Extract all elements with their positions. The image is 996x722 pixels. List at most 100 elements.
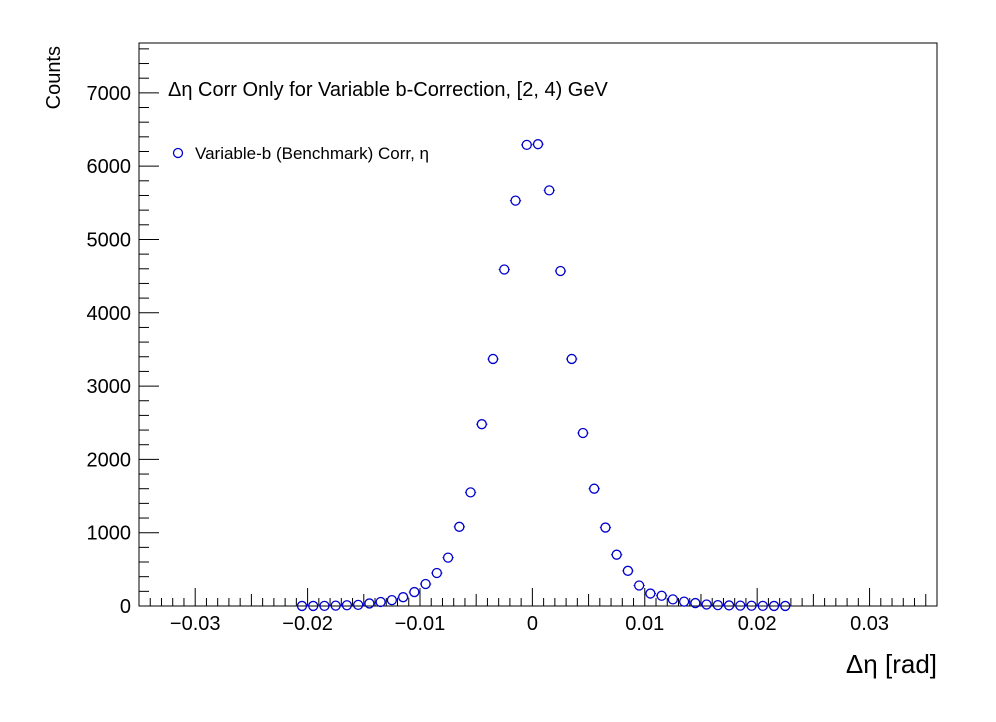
point-marker <box>431 567 442 579</box>
point-marker <box>600 522 611 533</box>
point-marker <box>532 139 544 150</box>
data-point <box>734 600 746 611</box>
x-tick-label: −0.02 <box>282 613 333 635</box>
x-tick-label: 0.01 <box>625 613 664 635</box>
point-marker <box>645 588 656 599</box>
y-tick-label: 3000 <box>87 376 132 398</box>
point-marker <box>768 600 780 612</box>
x-tick-label: 0 <box>527 613 538 635</box>
data-point <box>296 600 308 612</box>
y-tick-label: 2000 <box>87 449 132 471</box>
y-tick-label: 4000 <box>87 303 132 325</box>
point-marker <box>544 185 555 196</box>
data-points <box>296 139 791 612</box>
data-point <box>453 521 465 532</box>
point-marker <box>634 580 645 591</box>
data-point <box>656 590 668 601</box>
point-marker <box>308 600 319 612</box>
y-axis-ticks <box>139 48 159 607</box>
data-point <box>408 586 420 598</box>
x-tick-label: 0.02 <box>738 613 777 635</box>
point-marker <box>577 427 589 439</box>
x-axis-tick-labels: −0.03 −0.02 −0.01 0 0.01 0.02 0.03 <box>170 613 889 635</box>
data-point <box>566 353 578 365</box>
point-marker <box>757 600 768 612</box>
point-marker <box>454 521 465 532</box>
point-marker <box>510 195 521 206</box>
point-marker <box>442 552 454 563</box>
point-marker <box>622 565 634 576</box>
point-marker <box>397 592 409 603</box>
data-point <box>554 265 567 277</box>
data-point <box>700 599 713 610</box>
point-marker <box>465 487 476 498</box>
x-tick-label: −0.01 <box>395 613 446 635</box>
data-point <box>633 580 645 591</box>
data-point <box>768 600 780 612</box>
data-point <box>341 600 353 611</box>
data-point <box>779 600 791 612</box>
data-point <box>611 549 623 560</box>
data-point <box>375 596 387 608</box>
data-point <box>723 600 735 611</box>
data-point <box>498 264 510 275</box>
point-marker <box>611 549 622 560</box>
y-axis-tick-labels: 0 1000 2000 3000 4000 5000 6000 7000 <box>87 83 132 618</box>
point-marker <box>735 600 746 611</box>
data-point <box>442 552 454 563</box>
point-marker <box>746 600 757 611</box>
point-marker <box>555 265 566 277</box>
data-point <box>599 522 612 533</box>
point-marker <box>589 483 600 494</box>
point-marker <box>566 353 577 365</box>
data-point <box>678 596 690 607</box>
x-tick-label: −0.03 <box>170 613 221 635</box>
data-point <box>757 600 769 612</box>
point-marker <box>701 599 712 610</box>
data-point <box>689 597 701 609</box>
point-marker <box>667 594 679 605</box>
point-marker <box>420 578 431 590</box>
point-marker <box>690 597 701 609</box>
x-axis-ticks <box>138 588 938 606</box>
data-point <box>509 195 522 206</box>
y-tick-label: 5000 <box>87 229 132 251</box>
data-point <box>431 567 443 579</box>
data-point <box>712 599 724 611</box>
data-point <box>588 483 600 494</box>
data-point <box>307 600 319 612</box>
data-point <box>745 600 758 611</box>
y-axis-label: Counts <box>43 46 65 109</box>
data-point <box>352 599 364 611</box>
point-marker <box>723 600 735 611</box>
data-point <box>521 139 533 151</box>
point-marker <box>476 419 487 430</box>
point-marker <box>386 594 398 606</box>
y-tick-label: 6000 <box>87 156 132 178</box>
point-marker <box>364 598 375 609</box>
legend-label: Variable-b (Benchmark) Corr, η <box>195 144 429 163</box>
point-marker <box>330 600 341 611</box>
point-marker <box>409 586 420 598</box>
point-marker <box>341 600 353 611</box>
data-point <box>532 139 544 150</box>
data-point <box>464 487 477 498</box>
data-point <box>363 598 376 609</box>
x-tick-label: 0.03 <box>850 613 889 635</box>
x-axis-label: Δη [rad] <box>846 649 937 679</box>
data-point <box>644 588 657 599</box>
point-marker <box>678 596 690 607</box>
data-point <box>397 592 409 603</box>
data-point <box>667 594 679 605</box>
point-marker <box>499 264 510 275</box>
data-point <box>487 353 499 365</box>
data-point <box>318 600 331 612</box>
y-tick-label: 0 <box>120 596 131 618</box>
plot-frame <box>138 42 938 607</box>
point-marker <box>375 596 386 608</box>
point-marker <box>296 600 308 612</box>
data-point <box>476 419 488 430</box>
point-marker <box>353 599 364 611</box>
data-point <box>419 578 432 590</box>
